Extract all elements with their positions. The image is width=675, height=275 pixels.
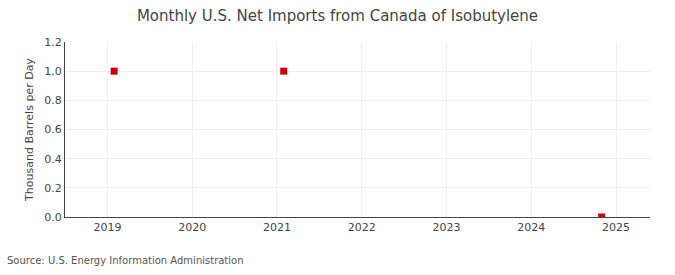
svg-text:0.4: 0.4 bbox=[44, 153, 62, 166]
svg-text:0.2: 0.2 bbox=[44, 182, 62, 195]
svg-text:2025: 2025 bbox=[602, 221, 630, 234]
svg-text:2022: 2022 bbox=[348, 221, 376, 234]
svg-text:Source: U.S. Energy Informatio: Source: U.S. Energy Information Administ… bbox=[7, 255, 244, 266]
svg-text:1.2: 1.2 bbox=[44, 36, 62, 49]
svg-text:2021: 2021 bbox=[263, 221, 291, 234]
svg-text:Monthly U.S. Net Imports from: Monthly U.S. Net Imports from Canada of … bbox=[137, 7, 538, 25]
svg-text:0.6: 0.6 bbox=[44, 123, 62, 136]
svg-text:Thousand Barrels per Day: Thousand Barrels per Day bbox=[23, 58, 36, 202]
svg-text:0.0: 0.0 bbox=[44, 211, 62, 224]
svg-text:2024: 2024 bbox=[517, 221, 545, 234]
svg-text:2020: 2020 bbox=[178, 221, 206, 234]
svg-text:1.0: 1.0 bbox=[44, 65, 62, 78]
svg-text:2023: 2023 bbox=[433, 221, 461, 234]
svg-text:2019: 2019 bbox=[93, 221, 121, 234]
svg-text:0.8: 0.8 bbox=[44, 94, 62, 107]
